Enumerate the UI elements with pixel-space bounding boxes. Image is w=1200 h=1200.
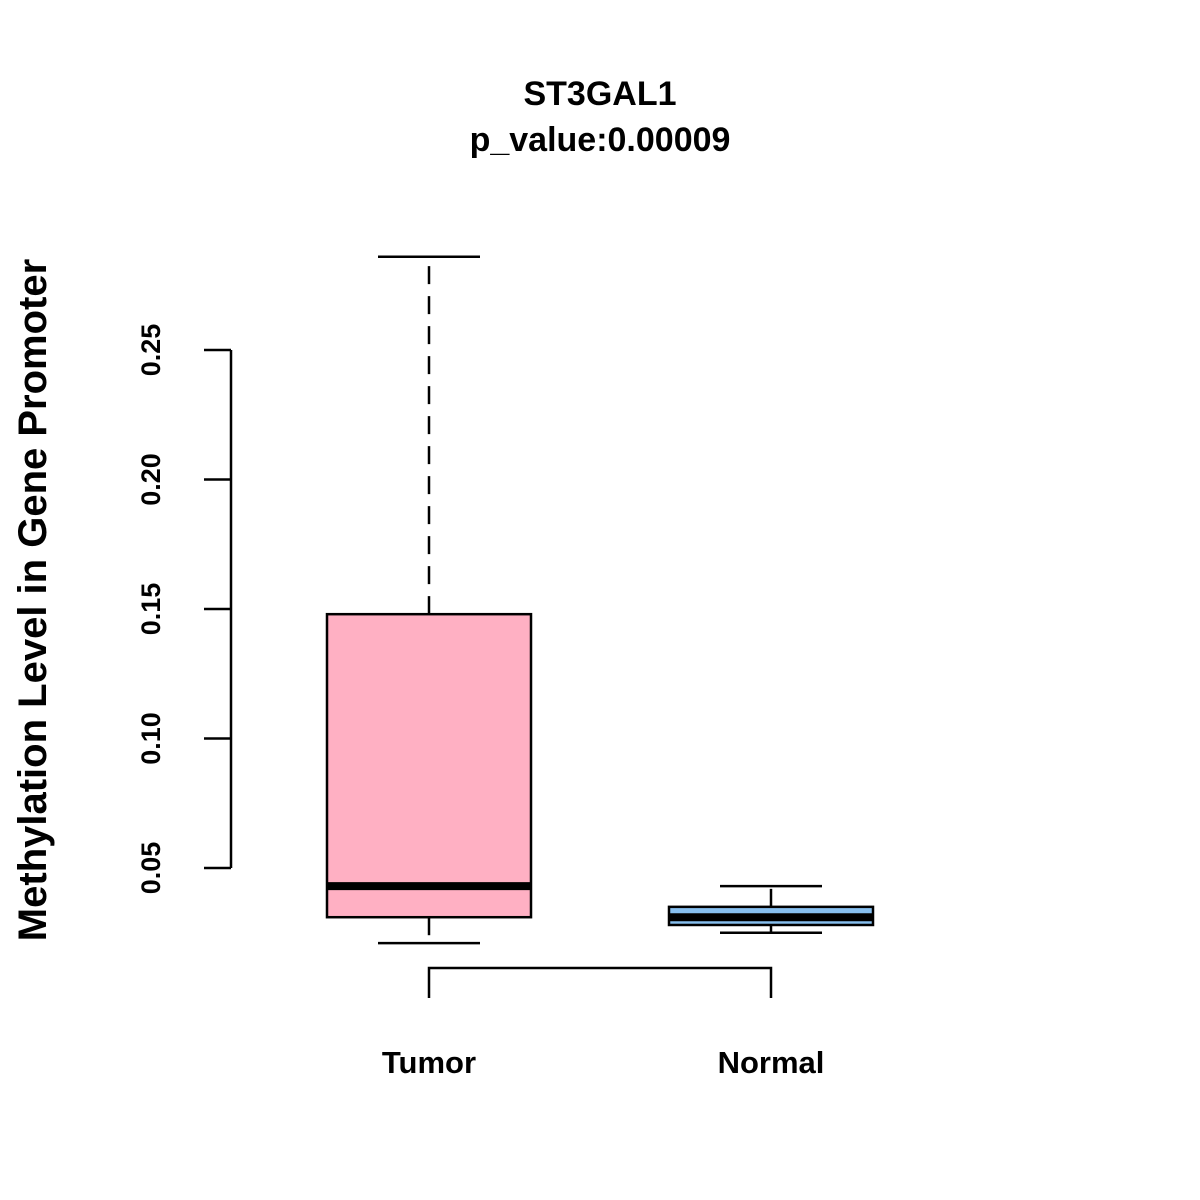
chart-subtitle: p_value:0.00009	[470, 121, 731, 159]
box-normal	[667, 884, 875, 934]
bracket-line	[427, 966, 773, 998]
x-axis-labels: Tumor Normal	[382, 1045, 824, 1080]
chart-title: ST3GAL1	[523, 75, 676, 113]
y-tick-label: 0.25	[136, 324, 166, 377]
comparison-bracket	[427, 966, 773, 998]
y-tick-label: 0.15	[136, 583, 166, 636]
y-tick-label: 0.20	[136, 453, 166, 506]
y-axis: 0.05 0.10 0.15 0.20 0.25	[136, 324, 233, 895]
y-tick-label: 0.10	[136, 712, 166, 765]
y-axis-label: Methylation Level in Gene Promoter	[11, 259, 55, 941]
iqr-box	[325, 612, 533, 919]
boxes-group	[325, 255, 875, 945]
x-label-normal: Normal	[718, 1045, 825, 1080]
x-label-tumor: Tumor	[382, 1045, 476, 1080]
box-tumor	[325, 255, 533, 945]
y-tick-label: 0.05	[136, 842, 166, 895]
